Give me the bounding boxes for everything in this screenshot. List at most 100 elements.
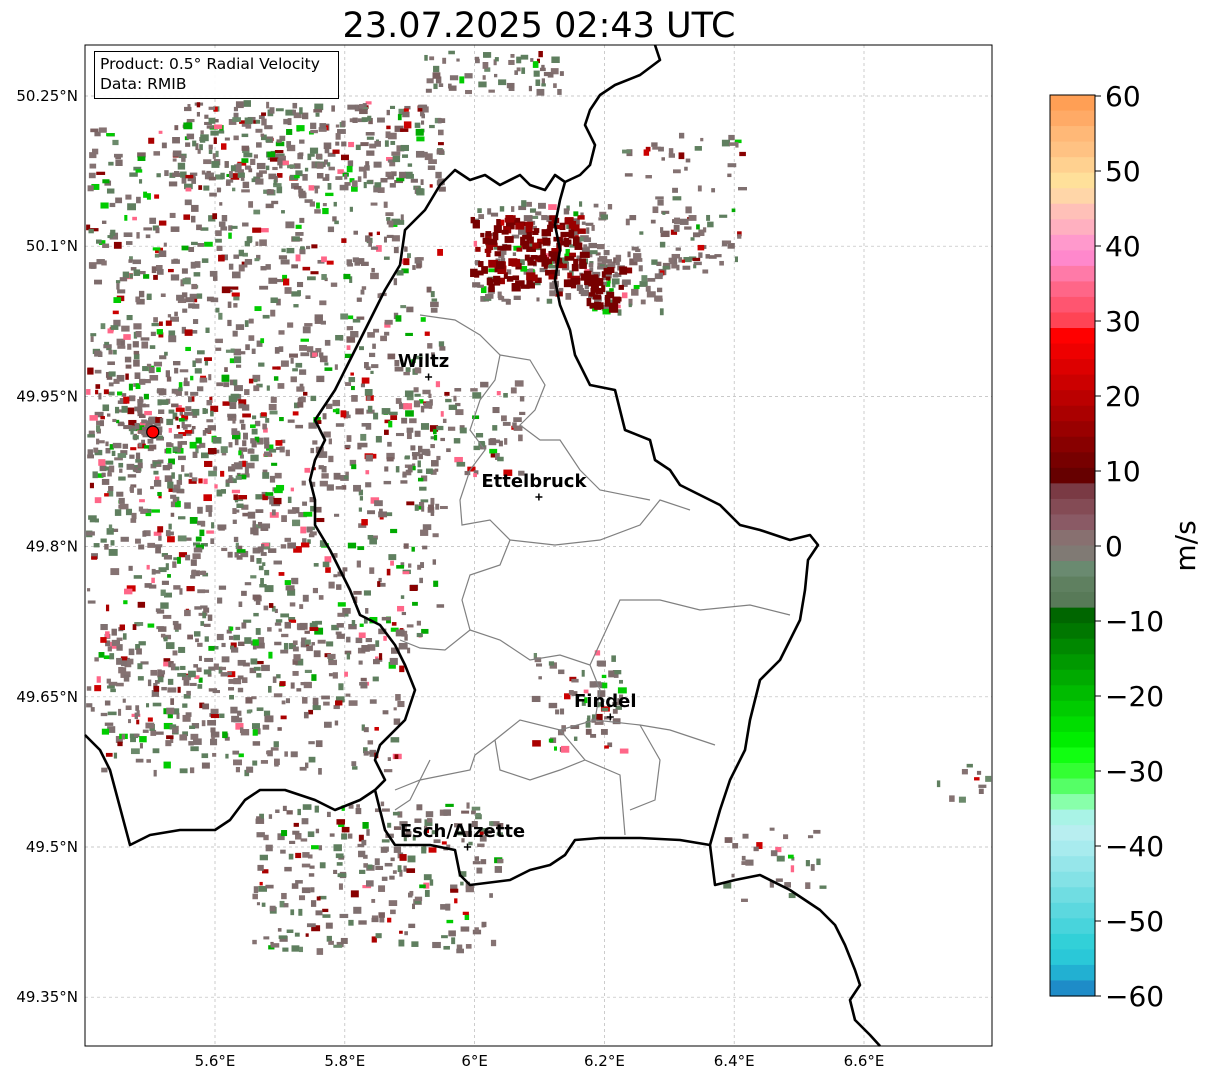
echo-pixel: [361, 423, 370, 427]
echo-pixel: [381, 808, 390, 812]
echo-pixel: [157, 435, 164, 439]
echo-pixel: [121, 393, 127, 397]
echo-pixel: [588, 242, 598, 249]
echo-pixel: [286, 141, 292, 148]
echo-pixel: [371, 915, 379, 920]
echo-pixel: [565, 293, 572, 300]
echo-pixel: [532, 61, 539, 68]
echo-pixel: [133, 269, 141, 276]
echo-pixel: [613, 672, 619, 678]
echo-pixel: [263, 834, 269, 841]
echo-pixel: [191, 425, 196, 430]
echo-pixel: [377, 187, 385, 193]
echo-pixel: [172, 561, 177, 568]
echo-pixel: [367, 644, 376, 651]
echo-pixel: [742, 833, 749, 839]
echo-pixel: [122, 667, 127, 673]
echo-pixel: [241, 590, 247, 596]
echo-pixel: [172, 488, 179, 493]
echo-pixel: [222, 731, 228, 739]
echo-pixel: [625, 218, 630, 226]
echo-pixel: [523, 215, 533, 222]
echo-pixel: [156, 268, 164, 275]
echo-pixel: [149, 217, 157, 224]
echo-pixel: [199, 144, 203, 151]
echo-pixel: [487, 208, 492, 215]
echo-pixel: [316, 506, 322, 513]
echo-pixel: [208, 688, 218, 692]
echo-pixel: [87, 434, 95, 438]
echo-pixel: [326, 260, 334, 265]
echo-pixel: [564, 217, 574, 223]
echo-pixel: [239, 120, 248, 124]
echo-pixel: [153, 274, 158, 280]
echo-pixel: [328, 455, 334, 463]
echo-pixel: [333, 869, 338, 875]
echo-pixel: [292, 640, 298, 646]
echo-pixel: [345, 382, 352, 386]
echo-pixel: [232, 519, 237, 524]
lon-tick-label: 5.6°E: [195, 1052, 236, 1070]
echo-pixel: [146, 293, 152, 300]
echo-pixel: [302, 538, 307, 545]
echo-pixel: [419, 399, 424, 404]
echo-pixel: [299, 766, 307, 771]
echo-pixel: [312, 352, 318, 357]
echo-pixel: [640, 299, 646, 305]
echo-pixel: [156, 463, 162, 467]
echo-pixel: [395, 694, 401, 701]
echo-pixel: [298, 396, 306, 403]
echo-pixel: [504, 217, 515, 223]
echo-pixel: [208, 215, 216, 222]
echo-pixel: [142, 433, 150, 438]
echo-pixel: [277, 727, 282, 731]
echo-pixel: [270, 309, 276, 317]
echo-pixel: [553, 83, 557, 88]
echo-pixel: [220, 666, 227, 671]
echo-pixel: [181, 245, 189, 251]
echo-pixel: [769, 881, 774, 888]
echo-pixel: [301, 112, 309, 120]
echo-pixel: [301, 887, 311, 894]
echo-pixel: [359, 109, 368, 115]
echo-pixel: [431, 352, 435, 359]
echo-pixel: [171, 472, 175, 479]
echo-pixel: [289, 602, 296, 607]
echo-pixel: [148, 584, 157, 589]
echo-pixel: [471, 820, 478, 828]
echo-pixel: [310, 395, 317, 402]
echo-pixel: [191, 283, 198, 290]
echo-pixel: [198, 655, 202, 662]
echo-pixel: [496, 219, 501, 228]
echo-pixel: [269, 107, 275, 114]
echo-pixel: [199, 702, 205, 709]
echo-pixel: [238, 601, 243, 607]
echo-pixel: [805, 882, 811, 889]
echo-pixel: [269, 905, 276, 912]
echo-pixel: [180, 440, 187, 445]
echo-pixel: [528, 85, 532, 92]
echo-pixel: [157, 459, 164, 464]
echo-pixel: [481, 442, 486, 447]
echo-pixel: [312, 697, 319, 705]
echo-pixel: [215, 238, 222, 243]
echo-pixel: [256, 660, 264, 665]
echo-pixel: [237, 474, 247, 480]
colorbar-band: [1050, 654, 1095, 671]
echo-pixel: [603, 267, 612, 275]
echo-pixel: [90, 333, 97, 337]
echo-pixel: [118, 708, 122, 716]
echo-pixel: [347, 160, 354, 167]
echo-pixel: [292, 236, 300, 242]
echo-pixel: [436, 455, 441, 461]
echo-pixel: [581, 247, 590, 253]
echo-pixel: [363, 590, 371, 596]
echo-pixel: [438, 129, 444, 136]
echo-pixel: [190, 733, 199, 740]
echo-pixel: [350, 890, 359, 898]
echo-pixel: [141, 419, 147, 424]
echo-pixel: [173, 484, 181, 492]
echo-pixel: [416, 257, 424, 261]
echo-pixel: [262, 869, 269, 874]
echo-pixel: [415, 128, 424, 136]
